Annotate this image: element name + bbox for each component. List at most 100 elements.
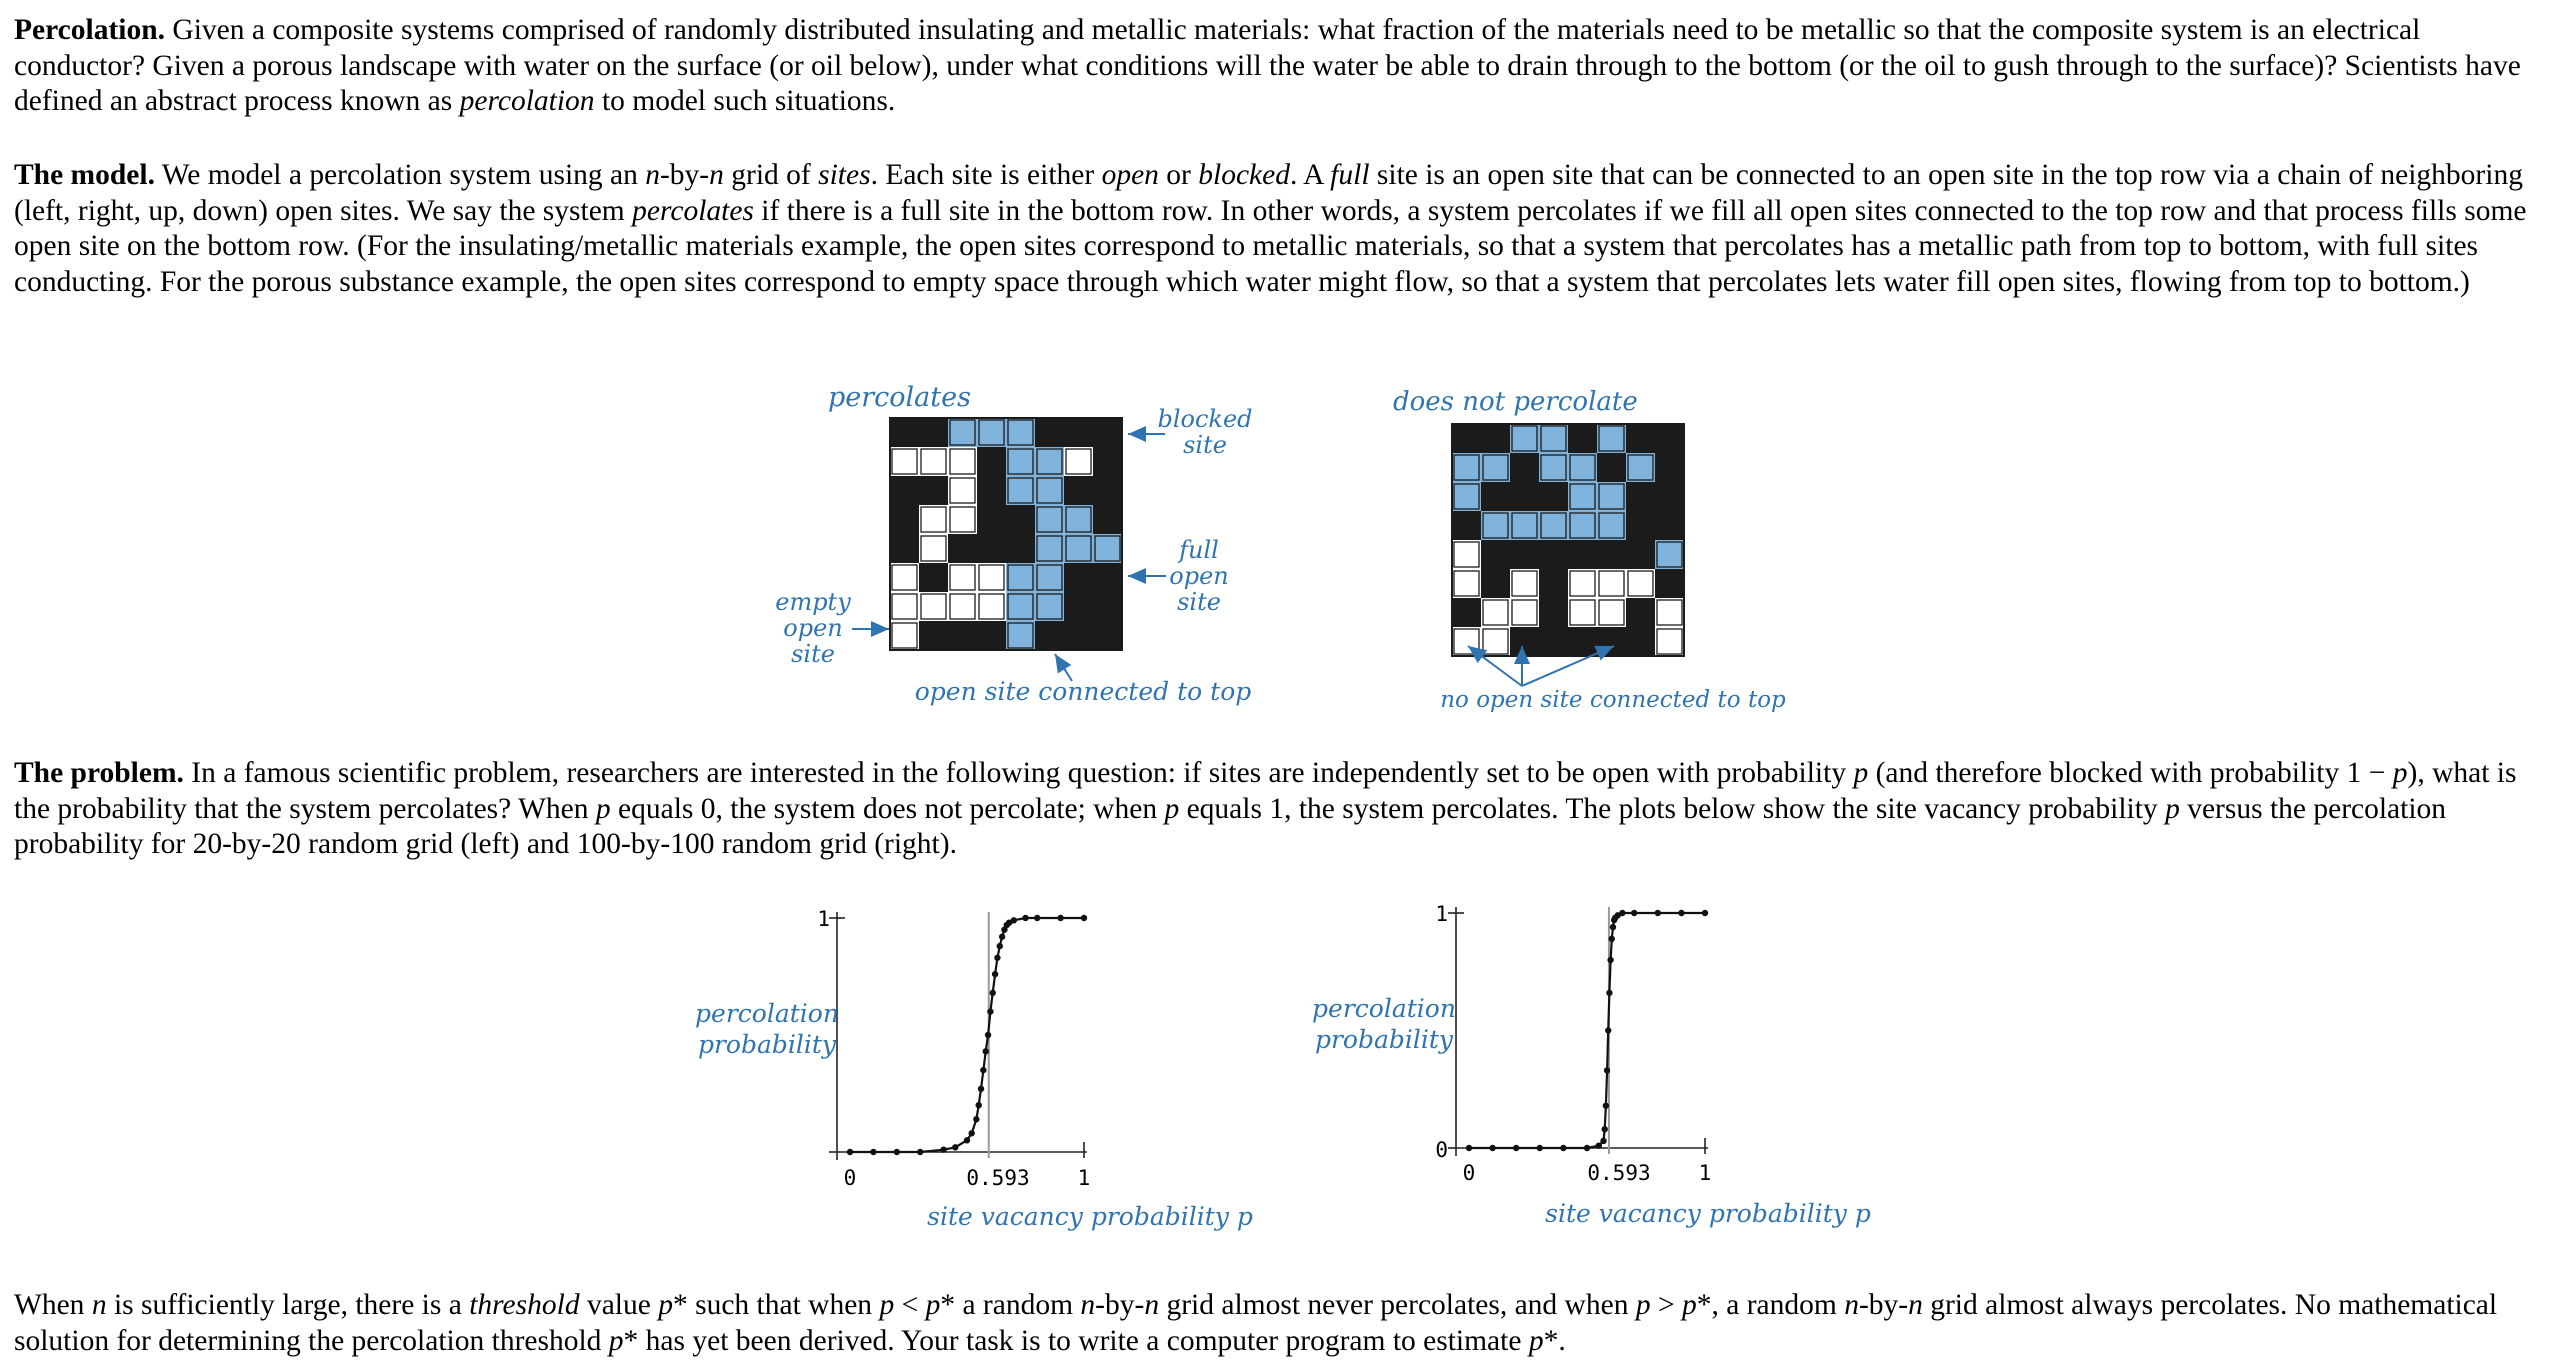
blocked-site-cell [1539,569,1568,598]
full-site-cell [1035,563,1064,592]
blocked-site-cell [1655,511,1684,540]
data-point [1057,914,1064,922]
cell-outline [1598,570,1625,597]
does-not-percolate-title: does not percolate [1393,387,1638,417]
data-point [980,1066,987,1074]
empty-site-cell [890,447,919,476]
cell-outline [1007,622,1034,649]
blocked-site-cell [1568,627,1597,656]
data-point [1010,917,1017,924]
cell-outline [1007,477,1034,504]
paragraph-heading: The problem. [14,757,184,789]
empty-site-cell [890,621,919,650]
empty-site-cell [1452,540,1481,569]
full-site-cell [1568,482,1597,511]
cell-outline [1540,512,1567,539]
paragraph-threshold: When n is sufficiently large, there is a… [14,1288,2542,1359]
blocked-site-cell [1064,621,1093,650]
blocked-site-cell [1568,424,1597,453]
text-run: When [14,1289,92,1321]
data-point [1600,1137,1607,1145]
blocked-site-cell [1655,482,1684,511]
cell-outline [949,564,976,591]
data-point [1080,914,1088,922]
emphasis: percolation [459,85,595,117]
text-run: equals 0, the system does not percolate;… [610,792,1165,825]
chart-20x20-ytick-1: 1 [817,907,830,931]
chart-100x100-ytick-1: 1 [1435,902,1448,926]
text-run: grid of [723,159,819,191]
emphasis: n [645,159,660,191]
blocked-site-cell [1626,424,1655,453]
full-site-cell [1035,476,1064,505]
data-point [952,1144,959,1151]
full-site-cell [1064,505,1093,534]
full-site-cell [948,418,977,447]
full-site-cell [1539,453,1568,482]
blocked-site-cell [1093,476,1122,505]
data-point [1619,909,1626,917]
percolating-grid [889,417,1123,651]
full-site-cell [1035,505,1064,534]
full-site-cell [1568,453,1597,482]
data-point [977,1085,985,1093]
blocked-site-cell [1481,424,1510,453]
empty-site-cell [948,592,977,621]
cell-outline [1094,535,1121,562]
text-run: (and therefore blocked with probability … [1868,757,2393,789]
emphasis: n [709,159,724,191]
cell-outline [1511,512,1538,539]
text-run: -by- [1858,1289,1909,1321]
blocked-site-cell [1510,453,1539,482]
blocked-site-cell [948,534,977,563]
data-point [973,1116,980,1123]
cell-outline [1569,599,1596,626]
blocked-site-cell [1626,627,1655,656]
cell-outline [891,564,918,591]
empty-site-cell [919,592,948,621]
empty-site-cell [948,563,977,592]
full-site-cell [1035,592,1064,621]
blocked-site-cell [1626,482,1655,511]
chart-100x100-ytick-0: 0 [1435,1138,1448,1162]
blocked-site-cell [1626,540,1655,569]
cell-outline [1569,483,1596,510]
empty-site-cell [890,563,919,592]
text-run: site is an open site that can be connect… [14,159,2523,227]
blocked-site-cell [1481,482,1510,511]
data-point [1607,956,1614,964]
text-run: . Each site is either [870,159,1102,191]
empty-site-cell [1655,627,1684,656]
full-site-cell [1006,621,1035,650]
blocked-site-cell [1452,511,1481,540]
emphasis: n [1080,1289,1096,1321]
cell-outline [1569,454,1596,481]
cell-outline [1598,599,1625,626]
blocked-site-label-line1: blocked [1157,405,1252,433]
blocked-site-cell [919,418,948,447]
data-point [1609,923,1617,931]
cell-outline [1540,425,1567,452]
blocked-site-cell [1655,453,1684,482]
no-connect-arrow-3 [1521,645,1615,687]
text-run: < [894,1289,926,1321]
emphasis: threshold [469,1289,580,1321]
non-percolating-grid [1451,423,1685,657]
paragraph-heading: The model. [14,159,155,191]
data-point [870,1148,877,1156]
data-point [996,942,1003,950]
emphasis: p [608,1324,624,1357]
cell-outline [1598,512,1625,539]
full-site-cell [1597,482,1626,511]
blocked-site-cell [1093,621,1122,650]
emphasis: p [879,1289,895,1321]
text-run: equals 1, the system percolates. The plo… [1179,792,2166,825]
data-point [940,1146,947,1153]
blocked-site-cell [890,505,919,534]
chart-20x20-marks [829,912,1088,1160]
cell-outline [1453,454,1480,481]
cell-outline [1482,454,1509,481]
chart-100x100-marks [1448,907,1709,1156]
paragraph-the-problem: The problem. In a famous scientific prob… [14,756,2542,863]
